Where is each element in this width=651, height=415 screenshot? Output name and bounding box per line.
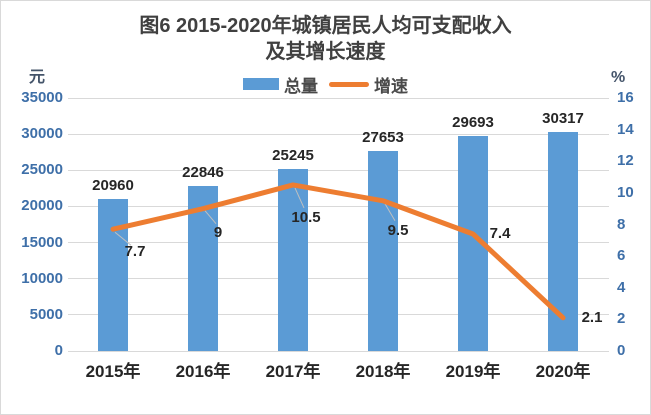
line-value-label: 9.5	[387, 221, 409, 239]
chart-title-line2: 及其增长速度	[265, 41, 386, 63]
line-value-label: 2.1	[581, 308, 603, 326]
left-axis-tick-label: 5000	[29, 305, 63, 323]
left-axis-tick-label: 15000	[21, 233, 63, 251]
bar-value-label: 20960	[92, 177, 134, 195]
line-value-label: 7.7	[124, 243, 146, 261]
x-axis-category-label: 2017年	[265, 362, 321, 381]
gridline	[68, 133, 609, 135]
x-axis-category-label: 2015年	[85, 362, 141, 381]
bar-2016年	[188, 185, 218, 351]
bar-value-label: 29693	[452, 114, 494, 132]
right-axis-tick-label: 4	[617, 278, 626, 296]
left-axis-tick-label: 35000	[21, 89, 63, 106]
right-axis-tick-label: 10	[617, 183, 634, 201]
legend-bar-swatch-icon	[243, 78, 279, 90]
x-axis-category-label: 2019年	[445, 362, 501, 381]
left-axis-tick-label: 20000	[21, 197, 63, 215]
gridline	[68, 205, 609, 207]
legend-label-growth: 增速	[374, 76, 408, 96]
gridline	[68, 97, 609, 99]
legend-label-total: 总量	[284, 76, 318, 96]
bar-value-label: 25245	[272, 146, 314, 164]
x-axis-category-label: 2018年	[355, 362, 411, 381]
chart-title: 图6 2015-2020年城镇居民人均可支配收入 及其增长速度	[1, 13, 650, 65]
x-axis-category-label: 2020年	[535, 362, 591, 381]
left-axis-tick-label: 0	[54, 342, 63, 359]
right-axis-tick-label: 16	[617, 89, 634, 106]
bar-value-label: 27653	[362, 129, 404, 147]
left-axis-unit: 元	[29, 69, 46, 86]
gridline	[68, 169, 609, 171]
left-axis-tick-label: 30000	[21, 125, 63, 143]
left-axis-tick-label: 10000	[21, 269, 63, 287]
right-axis-unit: %	[611, 69, 626, 86]
bar-value-label: 30317	[542, 109, 584, 127]
bar-2019年	[458, 136, 488, 351]
line-value-label: 10.5	[291, 208, 321, 226]
gridline	[68, 350, 609, 352]
line-value-label: 7.4	[489, 224, 511, 242]
bar-2017年	[278, 168, 308, 351]
x-axis-category-label: 2016年	[175, 362, 231, 381]
right-axis-tick-label: 14	[617, 120, 634, 138]
right-axis-tick-label: 0	[617, 342, 626, 359]
legend-line-swatch-icon	[329, 81, 369, 87]
gridline	[68, 278, 609, 280]
gridline	[68, 314, 609, 316]
chart-title-line1: 图6 2015-2020年城镇居民人均可支配收入	[139, 15, 512, 37]
legend: 总量 增速	[1, 74, 650, 96]
bar-2015年	[98, 199, 128, 351]
bar-value-label: 22846	[182, 163, 224, 181]
line-value-label: 9	[213, 223, 223, 241]
right-axis-tick-label: 12	[617, 152, 634, 170]
left-axis-tick-label: 25000	[21, 161, 63, 179]
right-axis-tick-label: 8	[617, 215, 626, 233]
right-axis-tick-label: 2	[617, 310, 626, 328]
bar-2018年	[368, 151, 398, 351]
growth-rate-line	[110, 182, 566, 321]
right-axis-tick-label: 6	[617, 247, 626, 265]
